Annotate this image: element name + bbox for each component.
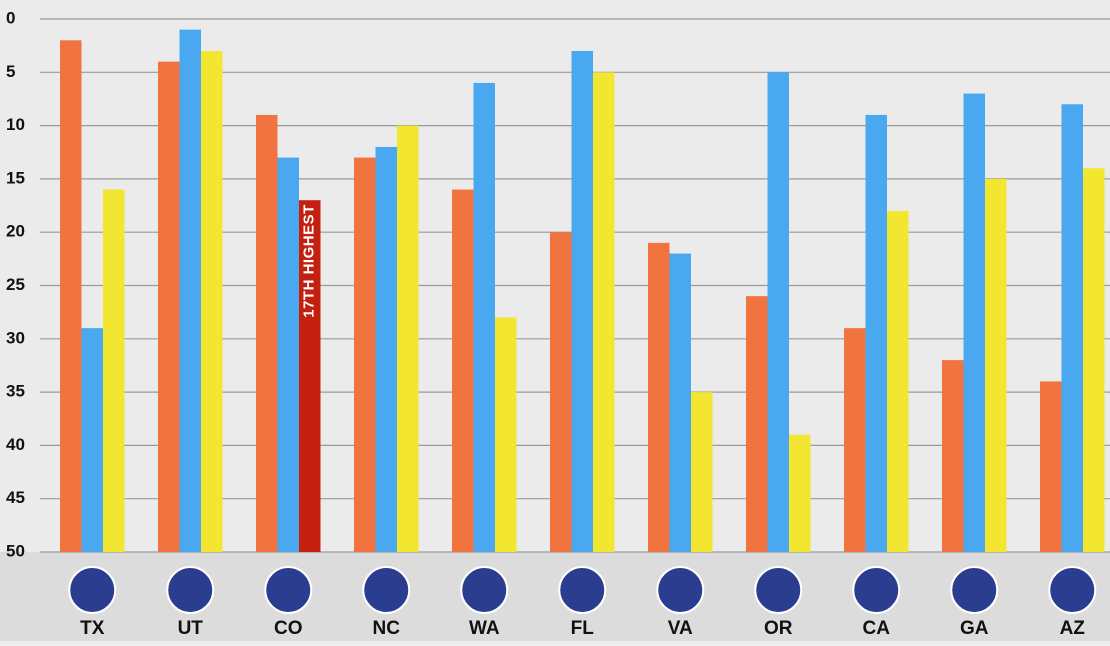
bar (256, 115, 278, 552)
flag-icon (265, 567, 311, 613)
page: {"chart_data": {"type": "bar", "invert_y… (0, 0, 1110, 641)
flag-icon (167, 567, 213, 613)
bar (691, 392, 713, 552)
bar (746, 296, 768, 552)
footer-band (0, 552, 1110, 641)
flag-icon (755, 567, 801, 613)
bar-annotation: 17TH HIGHEST (301, 204, 318, 318)
flag-icon (657, 567, 703, 613)
x-tick-label: NC (373, 618, 401, 639)
x-tick-label: UT (178, 618, 204, 639)
bar (60, 40, 82, 552)
bar (866, 115, 888, 552)
bar (964, 94, 986, 552)
bar (495, 317, 517, 552)
flag-icon (461, 567, 507, 613)
x-tick-label: GA (960, 618, 989, 639)
flag-icon (559, 567, 605, 613)
bar (82, 328, 104, 552)
bar (278, 158, 300, 552)
chart: 0 5 10 15 20 25 30 35 40 45 50 TX UT CO 17TH HIGHEST NC… (0, 0, 1110, 641)
y-tick-label: 35 (6, 382, 25, 401)
bar (648, 243, 670, 552)
bar (572, 51, 594, 552)
bar (180, 30, 202, 552)
bar (158, 62, 180, 552)
x-tick-label: VA (668, 618, 693, 639)
bar (103, 190, 125, 552)
bar (670, 254, 692, 552)
bar (985, 179, 1007, 552)
bar (474, 83, 496, 552)
y-tick-label: 5 (6, 62, 15, 81)
bar (354, 158, 376, 552)
y-tick-label: 30 (6, 328, 25, 347)
x-tick-label: WA (469, 618, 500, 639)
bar (789, 435, 811, 552)
flag-icon (1049, 567, 1095, 613)
x-tick-label: TX (80, 618, 105, 639)
y-tick-label: 40 (6, 435, 25, 454)
bar (550, 232, 572, 552)
flag-icon (363, 567, 409, 613)
flag-icon (853, 567, 899, 613)
x-tick-label: CA (863, 618, 891, 639)
bar (844, 328, 866, 552)
flag-icon (69, 567, 115, 613)
y-tick-label: 20 (6, 222, 25, 241)
x-tick-label: OR (764, 618, 793, 639)
bar (452, 190, 474, 552)
x-tick-label: FL (571, 618, 595, 639)
bar (768, 72, 790, 552)
bar (376, 147, 398, 552)
bar (1062, 104, 1084, 552)
y-tick-label: 45 (6, 488, 25, 507)
bar (1083, 168, 1105, 552)
y-tick-label: 50 (6, 541, 25, 560)
bar (593, 72, 615, 552)
flag-icon (951, 567, 997, 613)
x-tick-label: AZ (1060, 618, 1086, 639)
x-tick-label: CO (274, 618, 303, 639)
bar (1040, 381, 1062, 552)
y-tick-label: 25 (6, 275, 25, 294)
y-tick-label: 15 (6, 168, 25, 187)
bar (887, 211, 909, 552)
bar (397, 126, 419, 552)
y-tick-label: 10 (6, 115, 25, 134)
bar (201, 51, 223, 552)
y-tick-label: 0 (6, 8, 15, 27)
bar (942, 360, 964, 552)
